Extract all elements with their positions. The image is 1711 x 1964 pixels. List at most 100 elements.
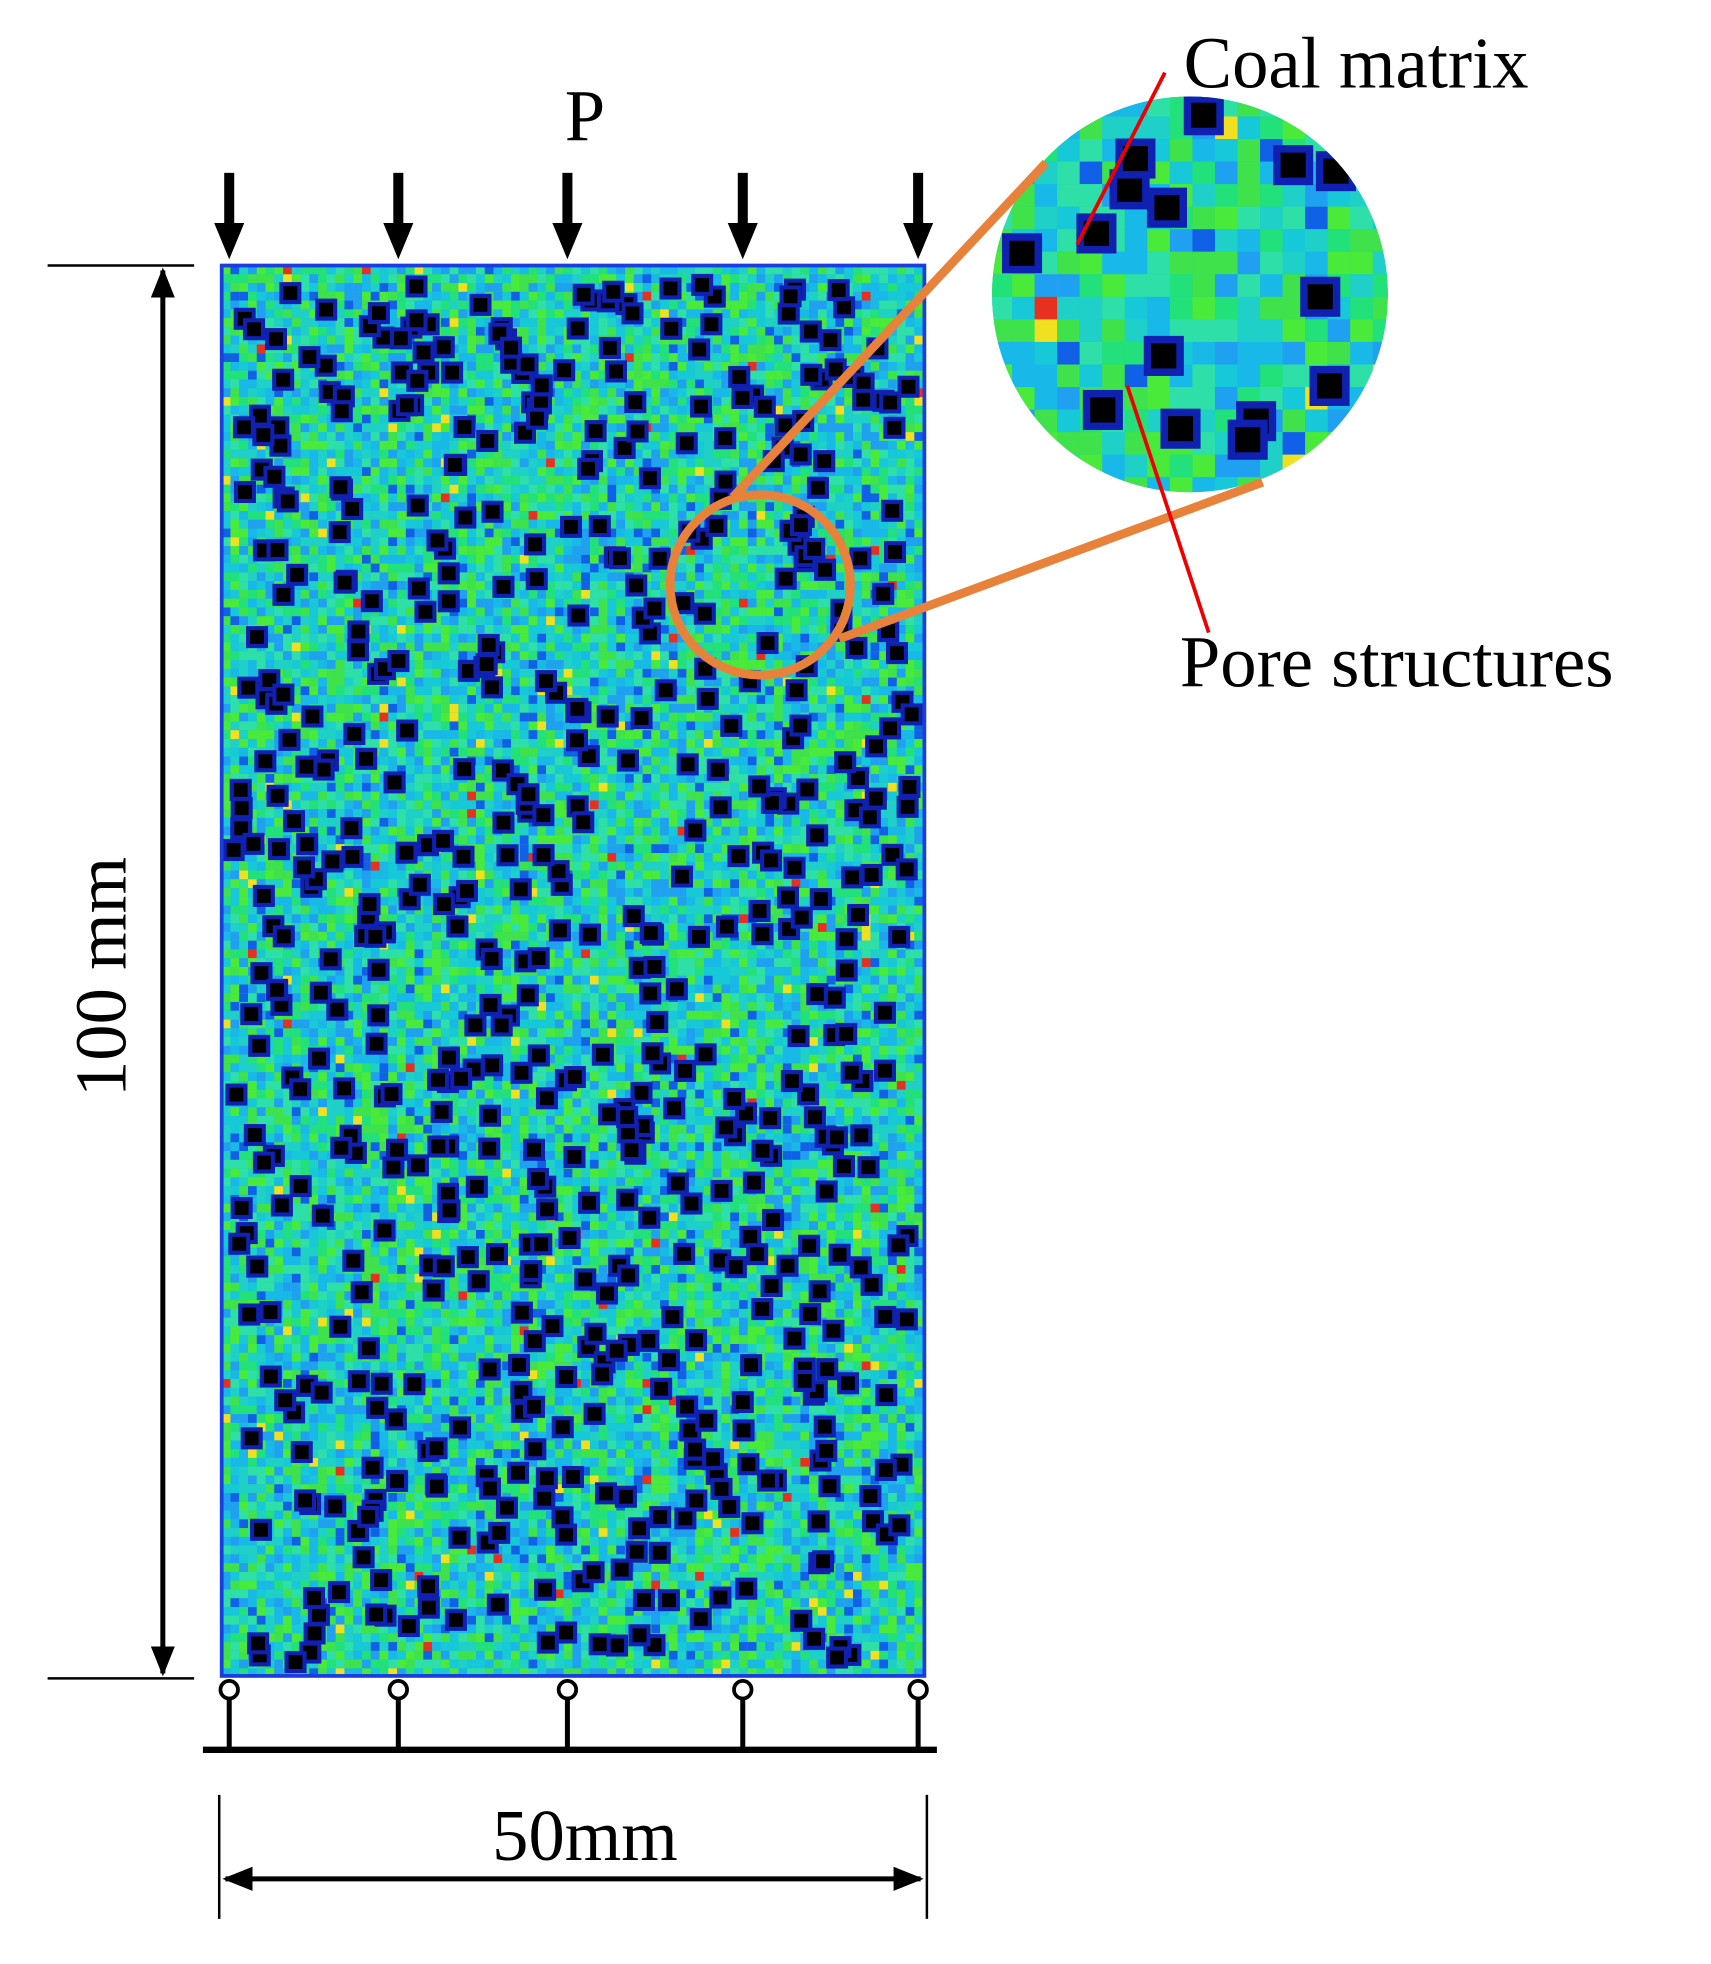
matrix-cell (397, 695, 406, 704)
matrix-cell (642, 458, 652, 468)
matrix-cell (309, 642, 319, 652)
matrix-cell (528, 703, 538, 713)
matrix-cell (905, 633, 915, 643)
matrix-cell (756, 361, 766, 371)
matrix-cell (914, 625, 924, 634)
matrix-cell (625, 633, 634, 643)
matrix-cell (414, 668, 424, 678)
matrix-cell (598, 633, 608, 643)
matrix-cell (440, 651, 450, 661)
matrix-cell (598, 765, 608, 775)
matrix-cell (353, 335, 362, 345)
matrix-cell (765, 712, 775, 722)
matrix-cell (660, 747, 669, 757)
matrix-cell (511, 756, 520, 766)
matrix-cell (467, 642, 476, 652)
matrix-cell (616, 423, 626, 433)
matrix-cell (344, 344, 354, 354)
matrix-cell (756, 686, 766, 696)
matrix-cell (502, 554, 512, 564)
matrix-cell (475, 756, 485, 766)
matrix-cell (528, 633, 538, 643)
matrix-cell (756, 335, 766, 345)
matrix-cell (765, 283, 775, 292)
matrix-cell (300, 405, 310, 415)
matrix-cell (493, 721, 503, 731)
matrix-cell (458, 283, 468, 292)
matrix-cell (397, 309, 406, 319)
matrix-cell (335, 616, 345, 626)
matrix-cell (879, 318, 889, 327)
matrix-cell (589, 660, 599, 669)
matrix-cell (248, 274, 257, 284)
matrix-cell (318, 318, 327, 327)
matrix-cell (589, 765, 599, 775)
matrix-cell (905, 668, 915, 678)
matrix-cell (607, 405, 617, 415)
matrix-cell (370, 739, 380, 748)
matrix-cell (914, 309, 924, 319)
matrix-cell (467, 283, 476, 292)
matrix-cell (344, 440, 354, 450)
matrix-cell (283, 353, 292, 362)
matrix-cell (721, 449, 731, 459)
matrix-cell (563, 283, 573, 292)
matrix-cell (511, 730, 520, 740)
matrix-cell (870, 283, 880, 292)
matrix-cell (335, 598, 345, 608)
matrix-cell (467, 747, 476, 757)
matrix-cell (423, 668, 433, 678)
matrix-cell (589, 686, 599, 696)
matrix-cell (660, 616, 669, 626)
matrix-cell (432, 432, 441, 441)
matrix-cell (835, 686, 845, 696)
matrix-cell (625, 703, 634, 713)
matrix-cell (300, 747, 310, 757)
matrix-cell (405, 686, 415, 696)
matrix-cell (712, 791, 722, 801)
matrix-cell (870, 660, 880, 669)
matrix-cell (528, 318, 538, 327)
matrix-cell (607, 589, 617, 599)
matrix-cell (554, 423, 564, 433)
matrix-cell (537, 274, 547, 284)
matrix-cell (432, 800, 441, 810)
matrix-cell (747, 756, 757, 766)
matrix-cell (502, 405, 512, 415)
matrix-cell (353, 423, 362, 433)
matrix-cell (879, 712, 889, 722)
matrix-cell (800, 598, 810, 608)
matrix-cell (221, 633, 231, 643)
matrix-cell (405, 633, 415, 643)
matrix-cell (633, 379, 643, 389)
matrix-cell (475, 800, 485, 810)
matrix-cell (756, 721, 766, 731)
matrix-cell (756, 765, 766, 775)
matrix-cell (598, 467, 608, 476)
matrix-cell (537, 598, 547, 608)
matrix-cell (844, 686, 853, 696)
matrix-cell (370, 283, 380, 292)
matrix-cell (519, 502, 529, 512)
matrix-cell (739, 335, 748, 345)
matrix-cell (326, 668, 336, 678)
matrix-cell (467, 458, 476, 468)
matrix-cell (405, 554, 415, 564)
matrix-cell (896, 677, 906, 687)
matrix-cell (703, 484, 713, 494)
matrix-cell (712, 379, 722, 389)
matrix-cell (537, 432, 547, 441)
matrix-cell (546, 616, 555, 626)
matrix-cell (554, 344, 564, 354)
matrix-cell (221, 782, 231, 792)
matrix-cell (703, 712, 713, 722)
matrix-cell (870, 300, 880, 310)
matrix-cell (633, 782, 643, 792)
matrix-cell (677, 467, 687, 476)
matrix-cell (423, 432, 433, 441)
matrix-cell (747, 747, 757, 757)
matrix-cell (361, 572, 371, 582)
matrix-cell (581, 440, 590, 450)
matrix-cell (739, 703, 748, 713)
matrix-cell (598, 800, 608, 810)
